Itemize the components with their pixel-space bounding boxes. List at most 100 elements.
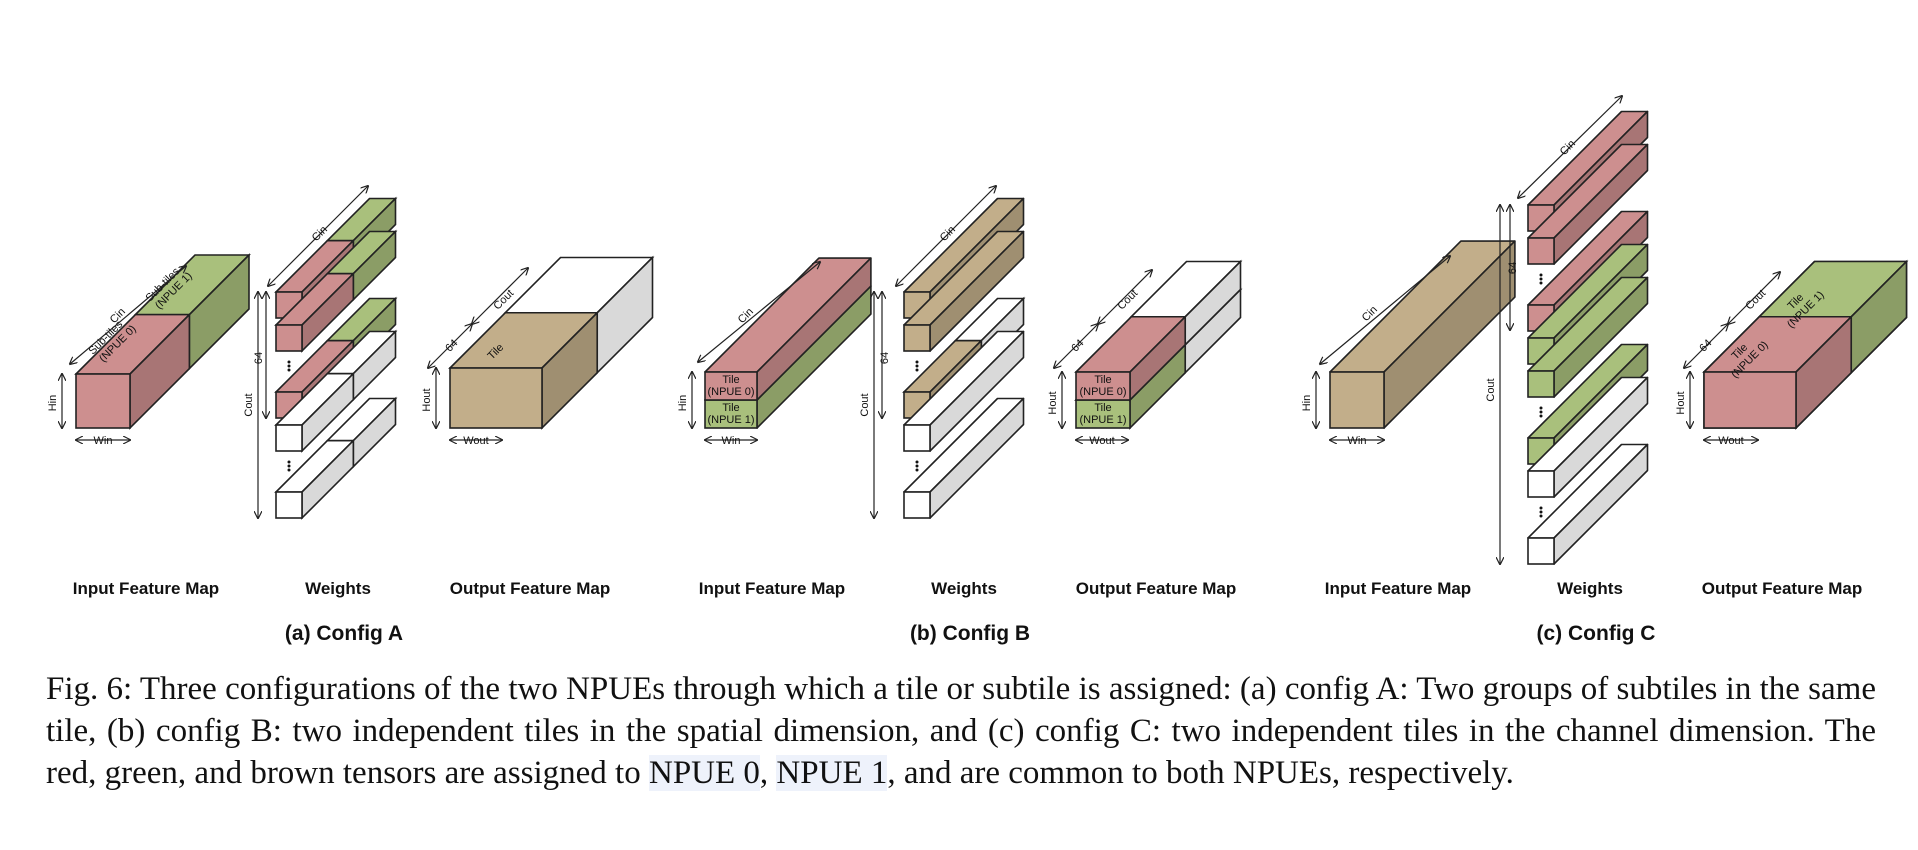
caption-npue1: NPUE 1 <box>776 755 888 791</box>
ifm-top-front <box>704 371 758 401</box>
w-64: 64 <box>1507 262 1519 274</box>
ifm-win: Win <box>722 435 741 447</box>
label-input-b: Input Feature Map <box>699 579 845 598</box>
w-dots-1-0 <box>1539 273 1543 277</box>
label-weights-a: Weights <box>305 579 371 598</box>
ofm-bottom-front <box>1075 399 1131 429</box>
w-dots-3-0 <box>1539 506 1543 510</box>
w-cin-arrow <box>896 186 996 286</box>
w4-front <box>275 491 303 519</box>
w3-side-back <box>352 329 397 402</box>
w6-front <box>1527 470 1555 498</box>
label-weights-c: Weights <box>1557 579 1623 598</box>
w3-front <box>275 424 303 452</box>
ifm-hin: Hin <box>47 395 59 412</box>
ifm-cin: Cin <box>108 306 128 326</box>
ofm-hout: Hout <box>1047 391 1059 414</box>
ifm-tile0: Tile <box>722 374 739 386</box>
label-output-c: Output Feature Map <box>1702 579 1863 598</box>
w4-front <box>903 491 931 519</box>
ifm-bottom-front <box>704 399 758 429</box>
ifm-cin-arrow <box>70 266 186 364</box>
ifm-hin: Hin <box>1301 395 1313 412</box>
caption-npue0: NPUE 0 <box>648 755 760 791</box>
ifm-hin: Hin <box>677 395 689 412</box>
ofm-cout: Cout <box>1743 287 1768 312</box>
ofm-64-arrow <box>428 324 472 368</box>
ofm-tile0: Tile <box>1094 374 1111 386</box>
ifm-win: Win <box>1348 435 1367 447</box>
ofm-npue0: (NPUE 0) <box>1079 386 1126 398</box>
caption-text-1: Fig. 6: Three configurations of the two … <box>46 671 1876 791</box>
w-dots-1-2 <box>915 368 919 372</box>
ofm-64: 64 <box>1069 337 1086 354</box>
ofm-npue1: (NPUE 1) <box>1079 414 1126 426</box>
ofm-hout: Hout <box>1675 391 1687 414</box>
ofm-front <box>449 367 543 429</box>
ofm-cout-arrow <box>1098 270 1152 324</box>
w-dots-2-2 <box>287 468 291 472</box>
ofm-wout: Wout <box>463 435 488 447</box>
w-dots-1-1 <box>287 364 291 368</box>
ofm-cout-arrow <box>1728 272 1780 324</box>
w4-side-back <box>352 396 397 469</box>
w-dots-1-0 <box>287 360 291 364</box>
w-dots-2-0 <box>1539 406 1543 410</box>
ifm-front <box>1329 371 1385 429</box>
label-output-b: Output Feature Map <box>1076 579 1237 598</box>
ofm-64: 64 <box>443 337 460 354</box>
ofm-side-back <box>1850 259 1908 375</box>
w1-front <box>903 324 931 352</box>
ofm-wout: Wout <box>1089 435 1114 447</box>
w-cin: Cin <box>1558 138 1578 158</box>
title-c: (c) Config C <box>1537 622 1656 645</box>
tiling-configurations-diagram: Sub-tiles(NPUE 0)Sub-tiles(NPUE 1)CinHin… <box>47 0 1909 645</box>
ofm-wout: Wout <box>1718 435 1743 447</box>
w-dots-1-2 <box>287 368 291 372</box>
ofm-hout: Hout <box>421 388 433 411</box>
caption-text-2: , and are common to both NPUEs, respecti… <box>887 755 1514 791</box>
w-dots-2-2 <box>915 468 919 472</box>
w-dots-3-1 <box>1539 510 1543 514</box>
w-cout: Cout <box>1485 378 1497 401</box>
title-a: (a) Config A <box>285 622 403 645</box>
w-dots-2-0 <box>915 460 919 464</box>
ofm-top-side-back <box>1184 259 1242 347</box>
ofm-64-arrow <box>1054 324 1098 368</box>
w-dots-2-1 <box>287 464 291 468</box>
ofm-64-arrow <box>1684 324 1728 368</box>
ifm-cin-arrow <box>1320 256 1450 364</box>
ofm-side-back <box>596 255 654 375</box>
w4-front <box>1527 370 1555 398</box>
ofm-tile1: Tile <box>1094 402 1111 414</box>
ifm-side-back <box>188 253 250 371</box>
w-dots-2-0 <box>287 460 291 464</box>
w-64: 64 <box>879 352 891 364</box>
ifm-tile1: Tile <box>722 402 739 414</box>
w-cin-arrow <box>1518 96 1622 198</box>
ifm-npue0: (NPUE 0) <box>707 386 754 398</box>
label-input-a: Input Feature Map <box>73 579 219 598</box>
w-cout: Cout <box>859 393 871 416</box>
panel-config-a: Sub-tiles(NPUE 0)Sub-tiles(NPUE 1)CinHin… <box>47 186 655 645</box>
label-output-a: Output Feature Map <box>450 579 611 598</box>
ifm-npue1: (NPUE 1) <box>707 414 754 426</box>
w-64: 64 <box>253 352 265 364</box>
figure-caption: Fig. 6: Three configurations of the two … <box>46 668 1876 794</box>
w-dots-3-2 <box>1539 514 1543 518</box>
w-cin-arrow <box>268 186 368 286</box>
w3-front <box>903 424 931 452</box>
label-weights-b: Weights <box>931 579 997 598</box>
w-dots-2-1 <box>1539 410 1543 414</box>
w1-front <box>1527 237 1555 265</box>
w1-front <box>275 324 303 352</box>
w-dots-2-1 <box>915 464 919 468</box>
ofm-front <box>1703 371 1797 429</box>
ifm-win: Win <box>94 435 113 447</box>
caption-sep: , <box>759 755 777 791</box>
w-dots-1-1 <box>915 364 919 368</box>
panel-config-b: Tile(NPUE 0)Tile(NPUE 1)CinHinWinCinCout… <box>677 186 1243 645</box>
w-dots-1-2 <box>1539 281 1543 285</box>
ifm-cin-arrow <box>698 262 820 362</box>
